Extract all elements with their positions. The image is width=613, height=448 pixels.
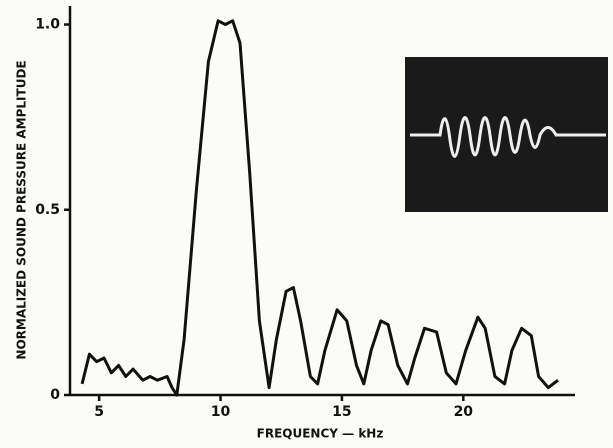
y-tick-label: 0 bbox=[50, 387, 60, 403]
y-axis-label: NORMALIZED SOUND PRESSURE AMPLITUDE bbox=[15, 60, 29, 359]
x-tick-label: 20 bbox=[454, 404, 474, 420]
data-line bbox=[80, 19, 559, 397]
y-tick-label: 0.5 bbox=[35, 202, 60, 218]
inset-oscillogram bbox=[405, 57, 608, 212]
inset-trace bbox=[410, 116, 606, 158]
x-tick-label: 15 bbox=[332, 404, 351, 420]
y-tick-label: 1.0 bbox=[35, 17, 60, 33]
x-axis-label: FREQUENCY — kHz bbox=[257, 427, 384, 441]
x-tick-label: 10 bbox=[211, 404, 231, 420]
x-tick-label: 5 bbox=[94, 404, 104, 420]
